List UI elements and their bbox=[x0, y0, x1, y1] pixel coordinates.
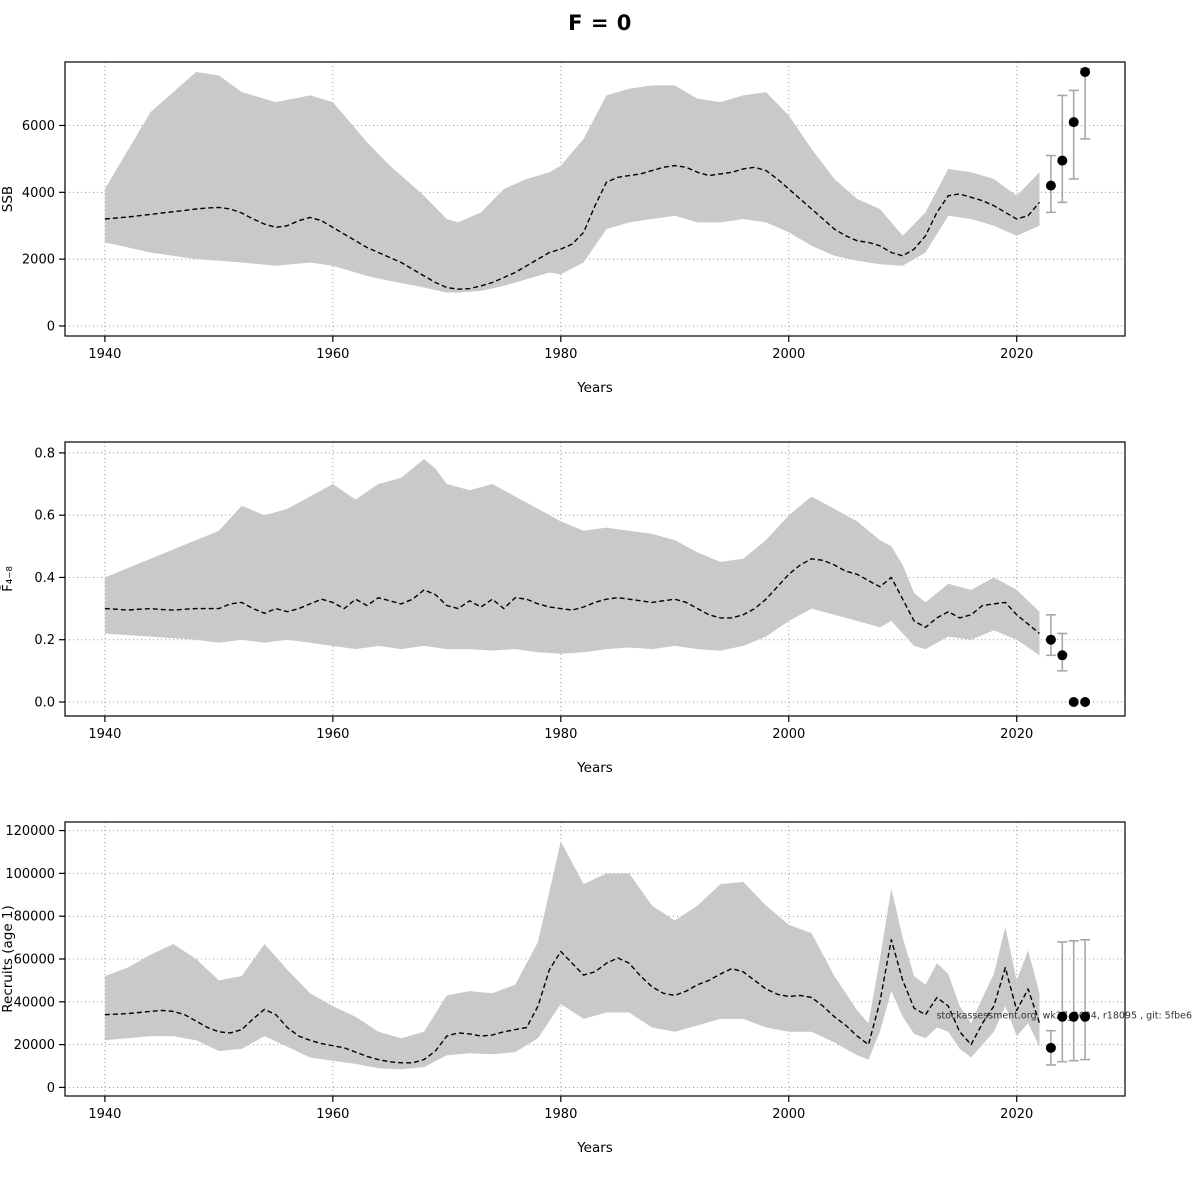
y-tick-label: 120000 bbox=[5, 824, 55, 839]
ssb-panel: 1940 1960 1980 2000 2020 0 2000 4000 6000 Years SS… bbox=[0, 46, 1200, 426]
y-tick-label: 40000 bbox=[14, 995, 55, 1010]
y-tick-label: 0.8 bbox=[34, 446, 55, 461]
y-tick-label: 4000 bbox=[22, 186, 55, 201]
x-tick-label: 1940 bbox=[88, 1107, 121, 1122]
forecast-point bbox=[1080, 696, 1091, 707]
forecast-points bbox=[1045, 1011, 1091, 1053]
forecast-error-bars bbox=[1045, 938, 1091, 1066]
x-tick-label: 1960 bbox=[316, 347, 349, 362]
forecast-point bbox=[1068, 1011, 1079, 1022]
forecast-point bbox=[1080, 67, 1091, 78]
y-tick-label: 0 bbox=[47, 1081, 55, 1096]
recruits-chart: stockassessment.org, wk27_2024, r18095 ,… bbox=[0, 821, 1192, 1156]
f-chart: 1940 1960 1980 2000 2020 0.0 0.2 0.4 0.6 0.8 Years… bbox=[0, 441, 1126, 776]
forecast-error-bars bbox=[1045, 67, 1091, 214]
x-tick-label: 1960 bbox=[316, 1107, 349, 1122]
recruits-panel: stockassessment.org, wk27_2024, r18095 ,… bbox=[0, 806, 1200, 1186]
x-tick-label: 1980 bbox=[544, 347, 577, 362]
forecast-point bbox=[1057, 650, 1068, 661]
forecast-point bbox=[1080, 1011, 1091, 1022]
plot-border bbox=[64, 441, 1126, 717]
axes: 1940 1960 1980 2000 2020 0 2000 4000 6000 Years SS… bbox=[0, 119, 1033, 396]
median-line bbox=[104, 164, 1041, 290]
confidence-band bbox=[104, 459, 1040, 656]
plot-title: F = 0 bbox=[568, 11, 632, 35]
x-tick-label: 2000 bbox=[772, 1107, 805, 1122]
forecast-point bbox=[1068, 117, 1079, 128]
median-line bbox=[104, 938, 1041, 1064]
forecast-point bbox=[1057, 1011, 1068, 1022]
y-tick-label: 20000 bbox=[14, 1038, 55, 1053]
median-line bbox=[104, 558, 1040, 635]
x-tick-label: 1960 bbox=[316, 727, 349, 742]
x-tick-label: 2020 bbox=[1000, 1107, 1033, 1122]
y-tick-label: 6000 bbox=[22, 119, 55, 134]
y-tick-label: 0.6 bbox=[34, 509, 55, 524]
confidence-band bbox=[104, 841, 1040, 1070]
ssb-chart: 1940 1960 1980 2000 2020 0 2000 4000 6000 Years SS… bbox=[0, 61, 1126, 396]
forecast-point bbox=[1045, 1042, 1056, 1053]
y-tick-label: 0.4 bbox=[34, 571, 55, 586]
y-axis-title: SSB bbox=[0, 186, 16, 212]
confidence-band bbox=[104, 72, 1040, 293]
forecast-point bbox=[1045, 634, 1056, 645]
y-tick-label: 60000 bbox=[14, 953, 55, 968]
f-panel: 1940 1960 1980 2000 2020 0.0 0.2 0.4 0.6 0.8 Years… bbox=[0, 426, 1200, 806]
x-tick-label: 2000 bbox=[772, 727, 805, 742]
forecast-points bbox=[1045, 67, 1091, 191]
x-tick-label: 1980 bbox=[544, 727, 577, 742]
axes: 1940 1960 1980 2000 2020 0 20000 40000 60000 8000… bbox=[0, 824, 1033, 1156]
forecast-point bbox=[1045, 180, 1056, 191]
forecast-point bbox=[1057, 155, 1068, 166]
x-tick-label: 2000 bbox=[772, 347, 805, 362]
x-axis-title: Years bbox=[576, 1140, 613, 1156]
x-tick-label: 1940 bbox=[88, 347, 121, 362]
y-tick-label: 0.2 bbox=[34, 633, 55, 648]
x-tick-label: 2020 bbox=[1000, 347, 1033, 362]
y-tick-label: 80000 bbox=[14, 910, 55, 925]
y-tick-label: 100000 bbox=[5, 867, 55, 882]
y-axis-title: Recruits (age 1) bbox=[0, 905, 16, 1013]
forecast-point bbox=[1068, 696, 1079, 707]
x-axis-title: Years bbox=[576, 380, 613, 396]
forecast-points bbox=[1045, 634, 1091, 707]
y-tick-label: 0 bbox=[47, 319, 55, 334]
y-axis-title: F̄₄₋₈ bbox=[0, 566, 16, 592]
x-axis-title: Years bbox=[576, 760, 613, 776]
axes: 1940 1960 1980 2000 2020 0.0 0.2 0.4 0.6 0.8 Years… bbox=[0, 446, 1033, 776]
plot-border bbox=[64, 61, 1126, 337]
x-tick-label: 2020 bbox=[1000, 727, 1033, 742]
y-tick-label: 2000 bbox=[22, 253, 55, 268]
y-tick-label: 0.0 bbox=[34, 695, 55, 710]
x-tick-label: 1940 bbox=[88, 727, 121, 742]
x-tick-label: 1980 bbox=[544, 1107, 577, 1122]
